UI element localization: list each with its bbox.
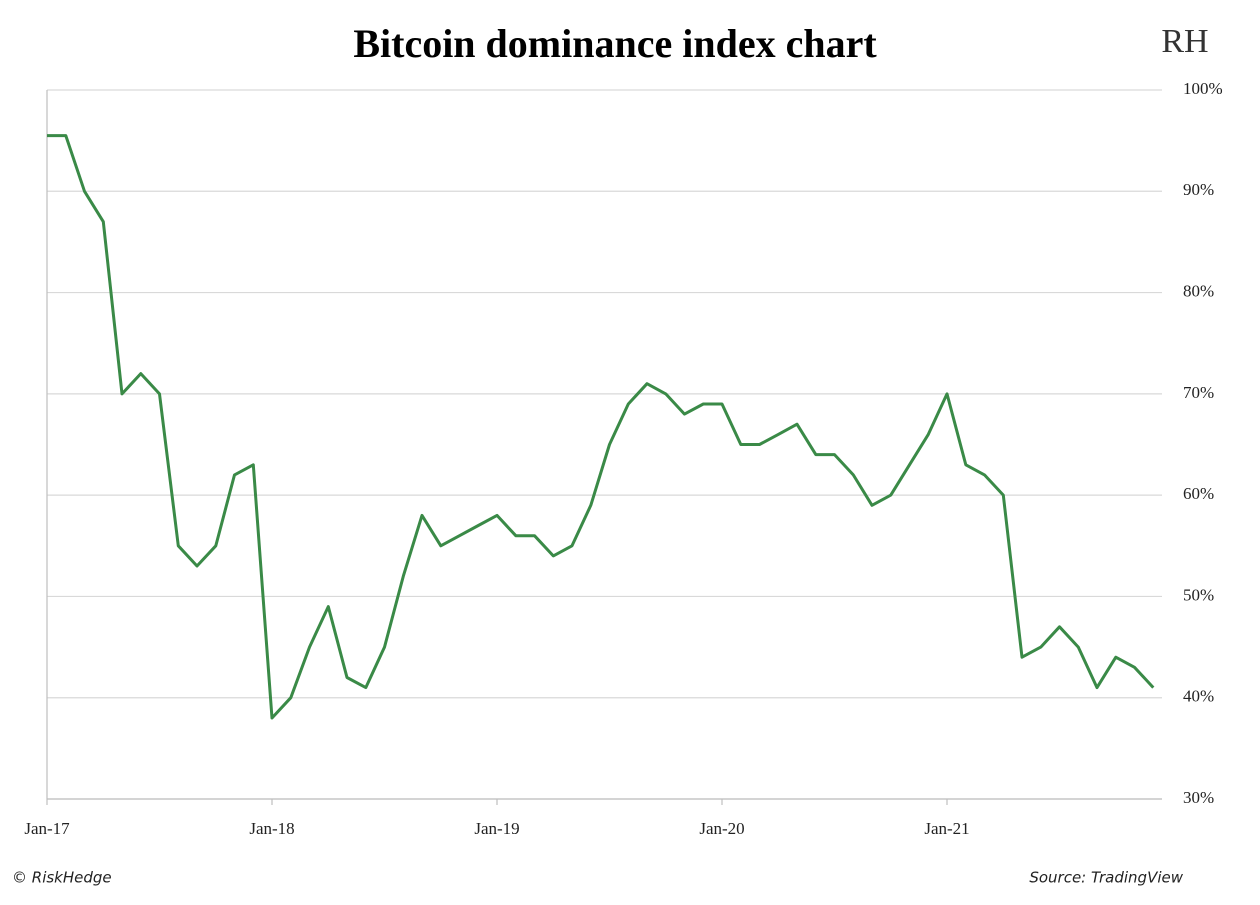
x-tick-label: Jan-20 [699,819,744,838]
line [47,134,1155,720]
y-tick-label: 30% [1183,788,1214,807]
y-tick-label: 50% [1183,585,1214,604]
x-tick-label: Jan-19 [474,819,519,838]
y-tick-label: 40% [1183,687,1214,706]
credit: © RiskHedge [12,869,112,887]
x-tick-label: Jan-17 [24,819,70,838]
y-tick-label: 80% [1183,281,1214,300]
source: Source: TradingView [1029,869,1183,887]
y-tick-label: 100% [1183,79,1223,98]
y-tick-label: 70% [1183,383,1214,402]
x-tick-label: Jan-18 [249,819,294,838]
chart-title: Bitcoin dominance index chart [353,21,877,66]
logo: RH [1161,23,1208,60]
y-tick-label: 60% [1183,484,1214,503]
y-tick-label: 90% [1183,180,1214,199]
x-tick-label: Jan-21 [924,819,969,838]
